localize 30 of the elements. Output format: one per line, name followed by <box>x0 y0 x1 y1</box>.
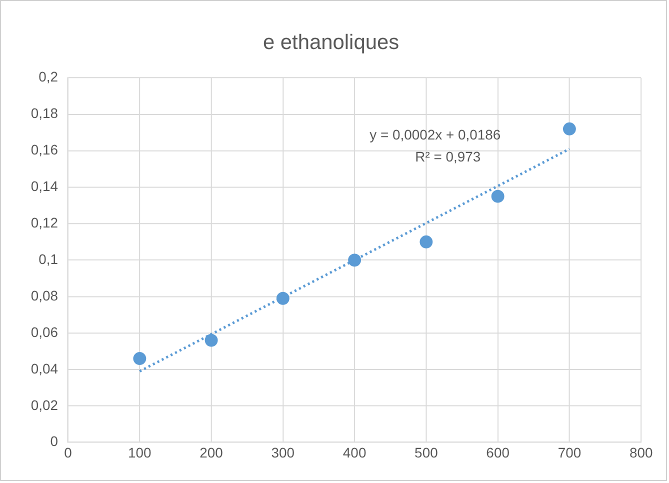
point <box>204 334 218 347</box>
point <box>420 235 433 248</box>
x-tick-label: 800 <box>629 444 653 461</box>
x-tick-label: 500 <box>414 444 438 461</box>
y-tick-label: 0,06 <box>30 324 58 340</box>
point <box>491 190 504 203</box>
y-tick-label: 0,1 <box>38 250 58 267</box>
x-tick-label: 200 <box>200 444 224 461</box>
y-tick-label: 0,14 <box>30 178 58 194</box>
annotation: y = 0,0002x + 0,0186 <box>370 126 501 143</box>
point <box>276 292 290 305</box>
x-tick-label: 0 <box>64 444 72 461</box>
point <box>348 254 362 267</box>
y-tick-label: 0,12 <box>30 214 58 231</box>
y-tick-label: 0,16 <box>30 142 58 158</box>
annotation: R² = 0,973 <box>415 148 481 165</box>
y-tick-label: 0,18 <box>30 105 58 122</box>
x-tick-label: 400 <box>342 444 366 461</box>
chart-title: e ethanoliques <box>262 31 400 54</box>
y-tick-label: 0,02 <box>30 396 58 413</box>
y-tick-label: 0,2 <box>38 68 58 85</box>
x-tick-label: 100 <box>128 444 152 461</box>
x-tick-label: 700 <box>558 444 582 461</box>
point <box>133 352 146 365</box>
x-tick-label: 300 <box>271 444 295 461</box>
point <box>562 122 576 136</box>
x-tick-label: 600 <box>486 444 510 461</box>
y-tick-label: 0,08 <box>30 287 58 304</box>
y-tick-label: 0,04 <box>30 360 58 376</box>
y-tick-label: 0 <box>50 433 58 450</box>
